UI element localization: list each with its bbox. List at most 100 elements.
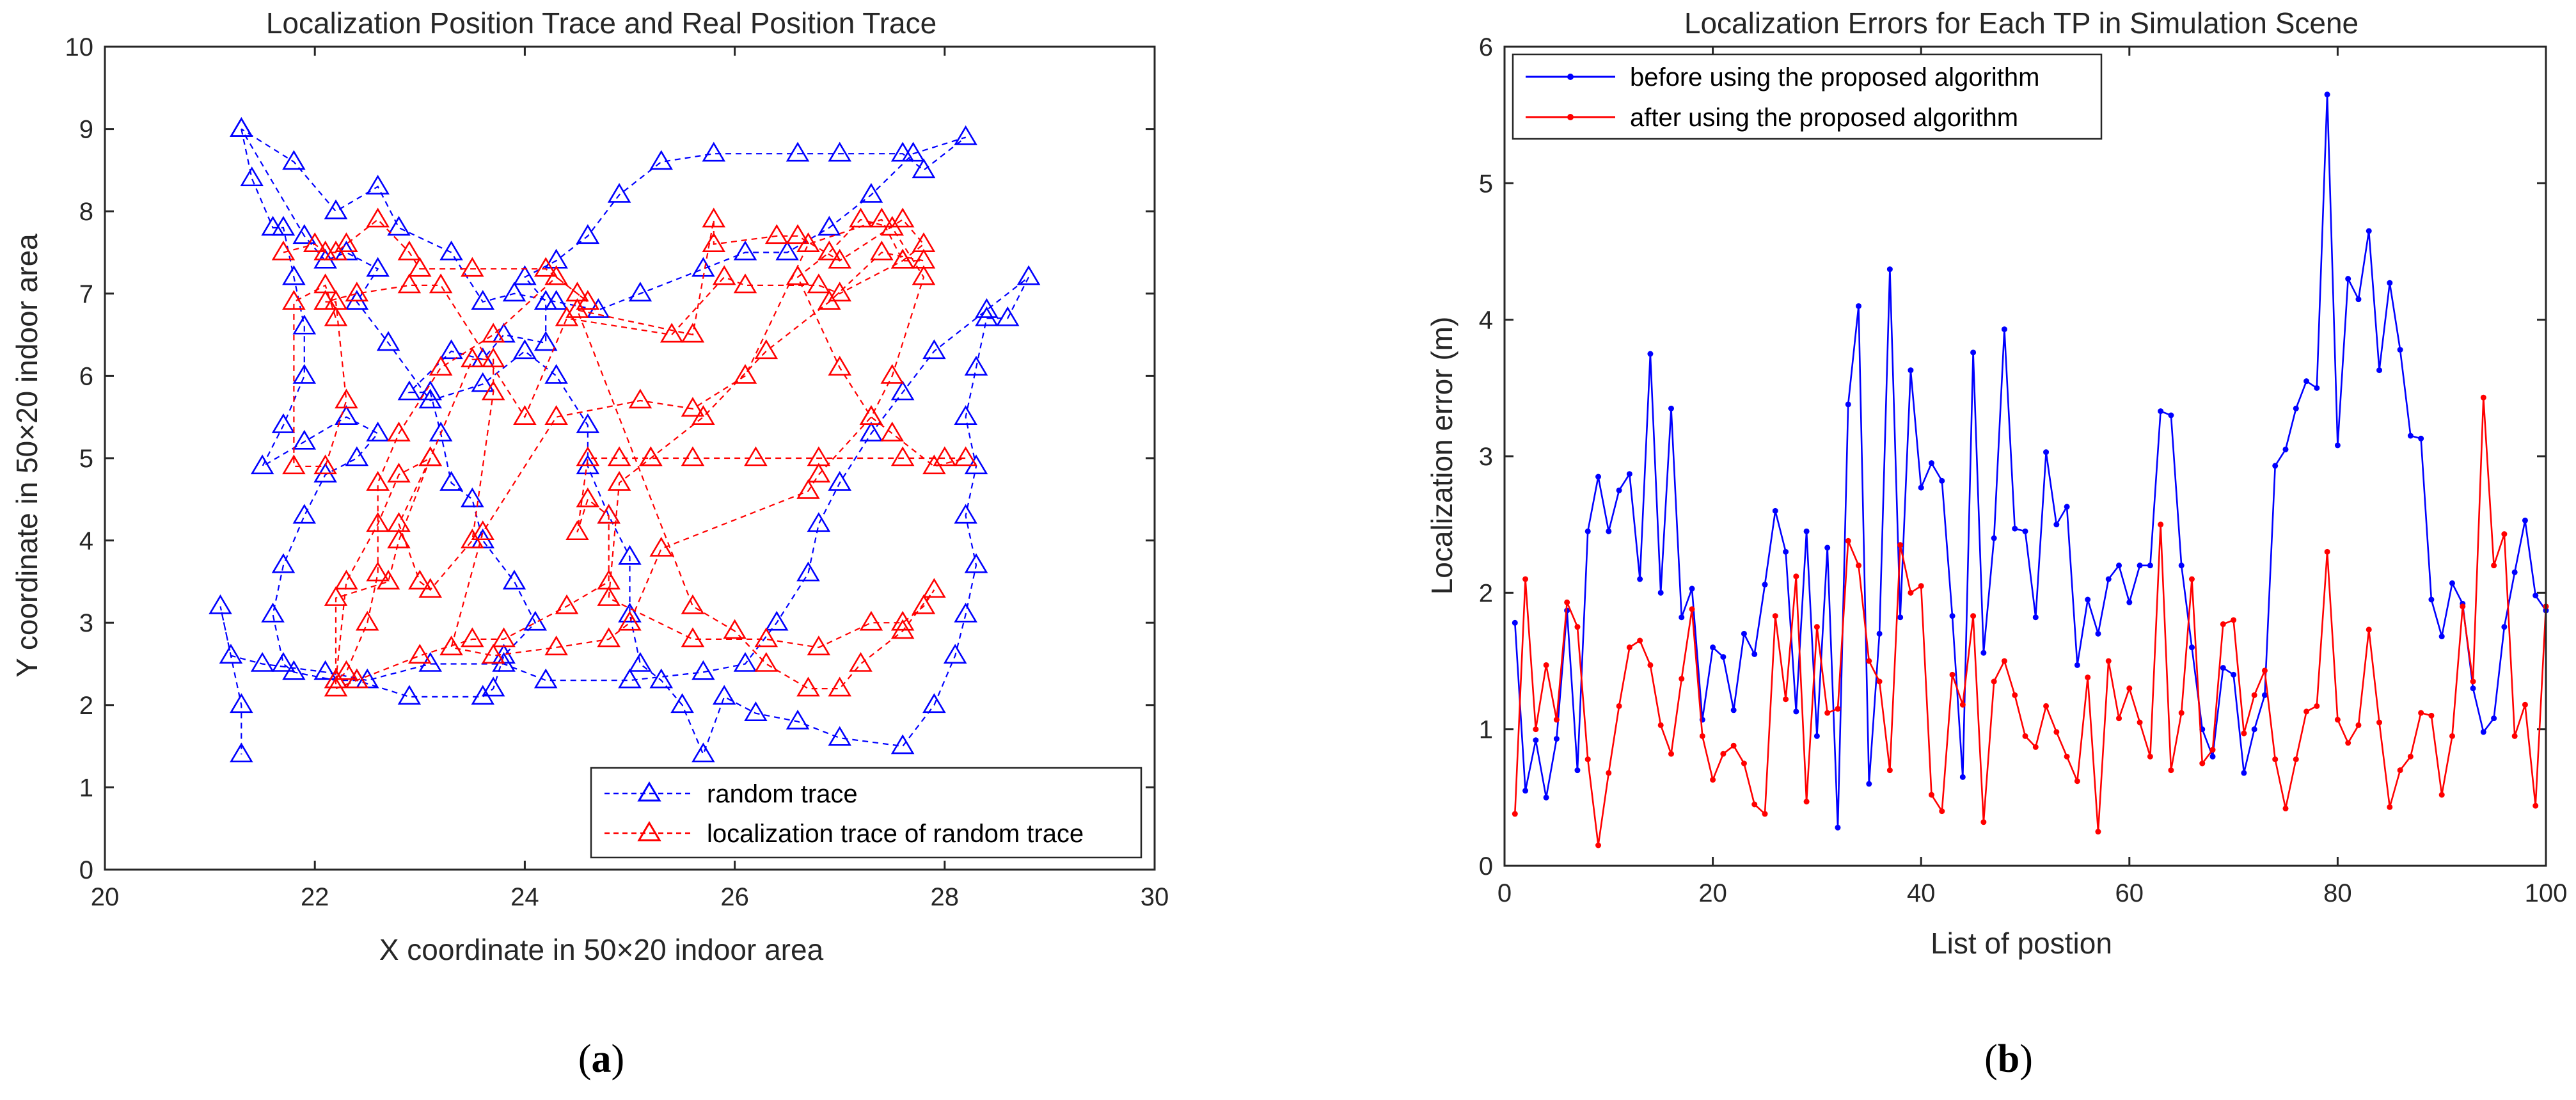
chart-a-point-localization-trace [397, 273, 422, 294]
chart-a-point-localization-trace [828, 282, 851, 302]
chart-b-point-after [1803, 799, 1810, 805]
chart-b-point-after [2533, 802, 2539, 809]
chart-b-point-before [1813, 733, 1820, 739]
chart-b-point-after [1783, 696, 1789, 703]
chart-b-point-before [2001, 326, 2007, 333]
chart-a-point-random-trace [733, 240, 757, 260]
chart-a-point-localization-trace [387, 463, 411, 483]
chart-b-point-before [2522, 517, 2528, 523]
chart-b-point-after [2449, 733, 2455, 739]
chart-a-point-localization-trace [481, 380, 505, 401]
chart-b-point-after [1584, 756, 1591, 763]
chart-a-point-random-trace [461, 487, 484, 507]
chart-a-ytick-label: 5 [79, 445, 93, 473]
chart-b-point-after [1762, 811, 1768, 817]
chart-a-legend-marker-localization-trace [637, 821, 661, 841]
chart-a-point-localization-trace [912, 248, 936, 269]
chart-b-point-after [1824, 710, 1831, 716]
chart-b-point-before [2085, 596, 2091, 603]
chart-a-legend-marker-random-trace [637, 781, 661, 802]
chart-a-point-random-trace [859, 182, 883, 203]
chart-a-point-random-trace [828, 726, 851, 746]
chart-a-point-localization-trace [355, 610, 379, 631]
chart-a-point-localization-trace [492, 627, 516, 648]
chart-a-point-localization-trace [429, 355, 453, 376]
chart-b-point-after [2158, 522, 2164, 528]
chart-a-point-localization-trace [471, 520, 495, 541]
chart-a-point-localization-trace [461, 627, 484, 648]
chart-b-xtick-label: 80 [2323, 879, 2352, 907]
chart-a-point-random-trace [250, 454, 274, 475]
chart-a-point-localization-trace [849, 651, 873, 672]
caption-a-letter: a [592, 1037, 612, 1081]
chart-a-point-random-trace [628, 651, 652, 672]
chart-b-point-after [2460, 603, 2466, 610]
chart-b-point-before [2137, 562, 2143, 569]
chart-b-point-before [1835, 824, 1841, 831]
chart-b-point-after [1793, 573, 1799, 580]
chart-a-point-localization-trace [818, 240, 841, 260]
chart-b-point-after [1679, 676, 1685, 682]
chart-a-point-random-trace [366, 257, 390, 277]
chart-a-point-localization-trace [303, 232, 327, 252]
chart-b-point-after [1720, 751, 1727, 757]
chart-a-point-random-trace [807, 512, 831, 532]
chart-b: Localization Errors for Each TP in Simul… [1425, 6, 2567, 960]
chart-a-point-localization-trace [335, 232, 358, 252]
chart-b-point-before [2064, 504, 2070, 510]
chart-b-point-before [2241, 770, 2247, 776]
chart-a-point-localization-trace [481, 347, 505, 367]
chart-a-point-localization-trace [890, 207, 915, 228]
chart-b-point-after [2032, 744, 2039, 750]
chart-a-point-random-trace [230, 742, 253, 763]
chart-b-point-before [2366, 228, 2372, 234]
chart-a-point-random-trace [691, 742, 715, 763]
chart-a-point-localization-trace [533, 257, 558, 277]
chart-a-point-localization-trace [597, 504, 620, 524]
chart-a-ytick-label: 0 [79, 856, 93, 884]
chart-a-point-localization-trace [890, 619, 915, 639]
chart-a-point-localization-trace [565, 298, 589, 318]
chart-a-legend: random trace localization trace of rando… [590, 767, 1142, 859]
chart-b-point-after [2282, 805, 2289, 811]
chart-a-point-localization-trace [408, 257, 432, 277]
chart-b-point-before [1824, 545, 1831, 551]
chart-a-point-localization-trace [880, 363, 905, 384]
chart-a-point-localization-trace [733, 363, 757, 384]
chart-a-point-random-trace [764, 610, 789, 631]
chart-a-point-localization-trace [681, 397, 705, 417]
chart-a-point-localization-trace [807, 463, 831, 483]
caption-a-open: ( [578, 1037, 592, 1081]
chart-a-point-random-trace [712, 685, 736, 705]
chart-a-point-localization-trace [544, 405, 568, 425]
chart-a-point-localization-trace [576, 290, 600, 310]
chart-a-point-random-trace [439, 339, 463, 360]
chart-a: Localization Position Trace and Real Pos… [10, 6, 1169, 966]
chart-b-point-before [1783, 548, 1789, 555]
chart-b-point-before [1959, 774, 1966, 780]
chart-a-point-random-trace [492, 323, 516, 343]
chart-b-point-after [2428, 712, 2435, 719]
chart-b-point-after [1730, 742, 1737, 749]
chart-b-point-before [2491, 715, 2497, 722]
chart-a-plot-area [209, 117, 1041, 763]
chart-a-point-localization-trace [282, 290, 306, 310]
chart-a-point-localization-trace [544, 265, 568, 285]
chart-b-point-after [2470, 678, 2476, 685]
chart-b-point-before [2334, 442, 2341, 449]
chart-b-point-before [2303, 378, 2310, 385]
chart-b-point-before [2314, 385, 2320, 391]
chart-a-point-localization-trace [366, 471, 390, 491]
caption-b-letter: b [1998, 1037, 2019, 1081]
chart-b-point-after [2376, 719, 2383, 726]
chart-b-point-before [2022, 528, 2028, 534]
chart-b-point-after [2480, 394, 2486, 401]
chart-a-point-localization-trace [408, 644, 432, 664]
chart-b-point-after [2261, 667, 2268, 674]
chart-a-point-random-trace [282, 265, 306, 285]
chart-a-point-random-trace [618, 602, 642, 623]
chart-a-point-localization-trace [744, 446, 768, 466]
chart-a-point-random-trace [544, 290, 568, 310]
chart-a-point-random-trace [219, 644, 243, 664]
chart-b-series-line-after [1514, 397, 2547, 846]
